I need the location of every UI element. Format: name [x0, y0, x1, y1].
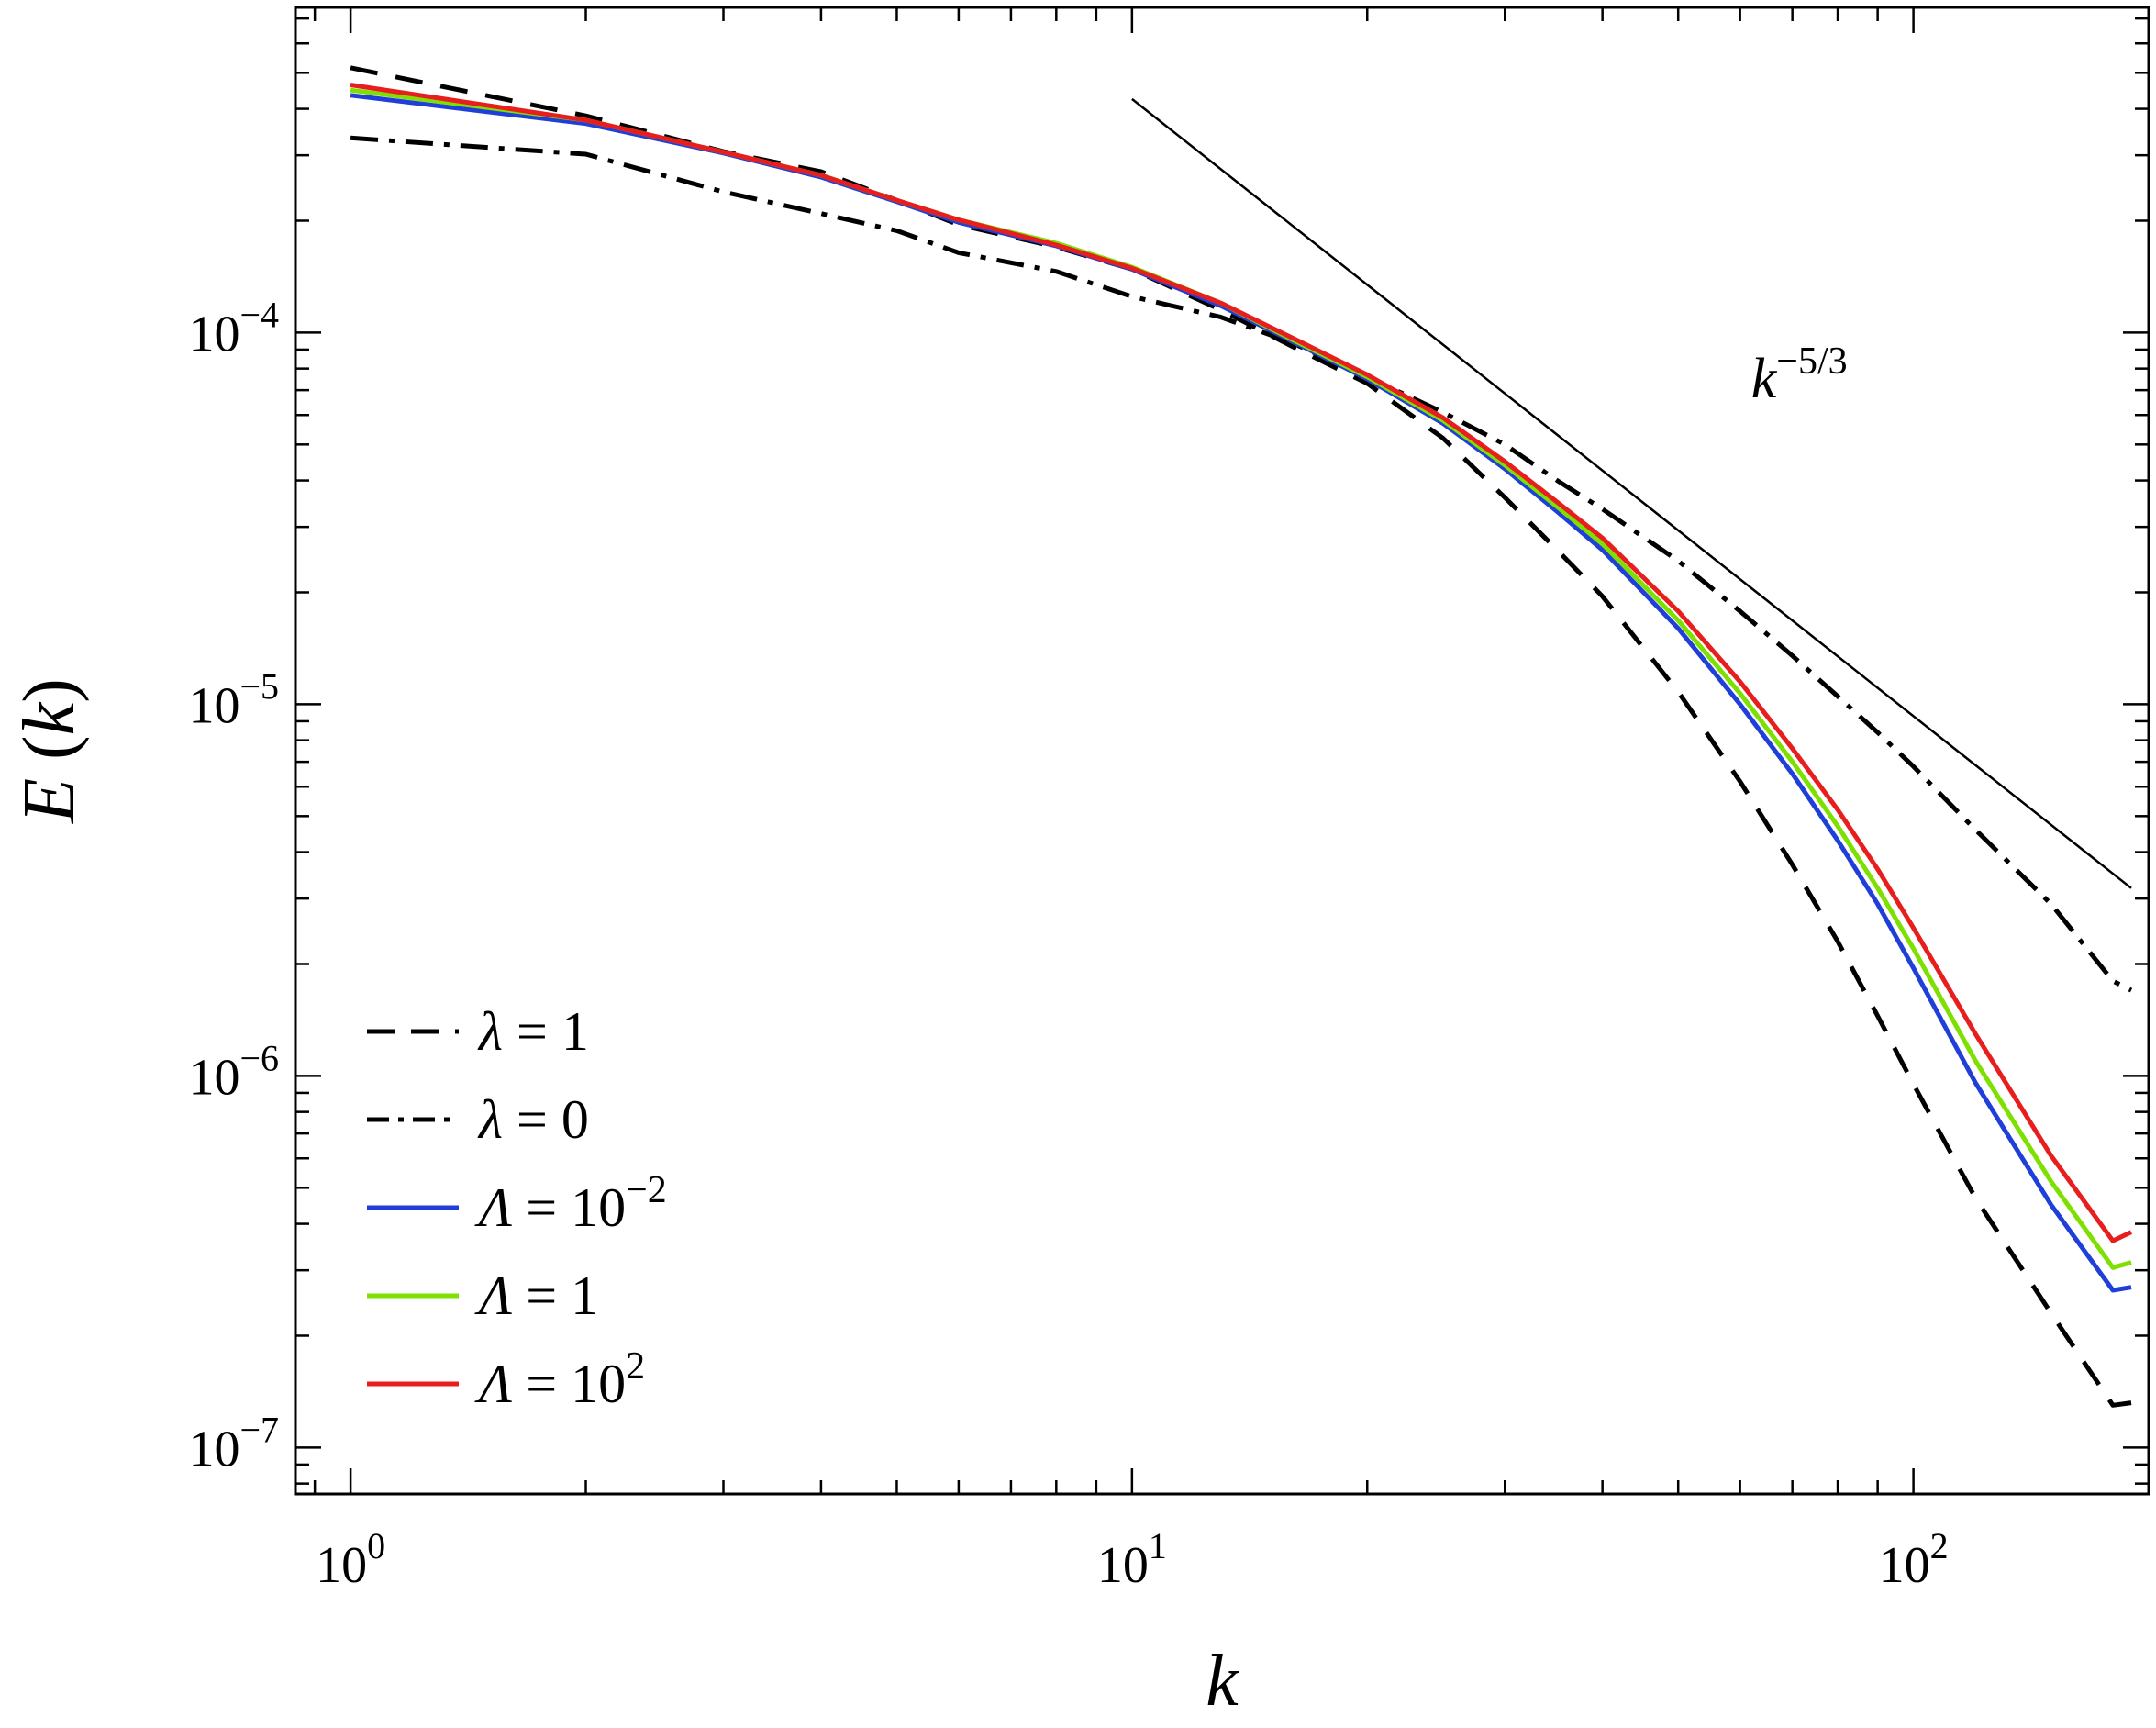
y-tick-label-0: 10−7 [188, 1409, 279, 1477]
x-tick-label-0: 100 [316, 1525, 385, 1594]
slope-annotation: k−5/3 [1751, 340, 1848, 410]
legend: λ = 1 λ = 0 Λ = 10−2 Λ = 1 Λ = 102 [367, 1001, 667, 1414]
legend-label-1: λ = 0 [477, 1089, 589, 1150]
y-axis-label-e: E [9, 778, 90, 824]
x-tick-label-2: 102 [1879, 1525, 1949, 1594]
legend-label-4: Λ = 102 [474, 1345, 645, 1414]
y-axis-label: E (k) [9, 678, 90, 824]
x-axis-label: k [1206, 1641, 1239, 1722]
series-layer [350, 65, 2133, 1408]
reference-slope-line [1131, 97, 2132, 889]
y-tick-label-3: 10−4 [188, 294, 279, 362]
y-tick-label-2: 10−5 [188, 665, 279, 734]
series-line-1 [350, 135, 2133, 993]
legend-label-3: Λ = 1 [474, 1265, 598, 1326]
plot-frame [294, 6, 2150, 1496]
x-tick-label-1: 101 [1097, 1525, 1167, 1594]
legend-label-2: Λ = 10−2 [474, 1169, 667, 1238]
series-line-2 [350, 93, 2132, 1293]
y-tick-label-1: 10−6 [188, 1037, 279, 1106]
slope-annotation-base: k [1751, 348, 1778, 410]
y-axis-label-open: ( [9, 735, 90, 778]
tick-labels-layer: 100 101 102 10−7 10−6 10−5 10−4 [188, 294, 1948, 1594]
series-line-3 [350, 87, 2132, 1270]
y-axis-label-close: ) [9, 678, 90, 703]
legend-label-0: λ = 1 [477, 1001, 589, 1062]
y-axis-label-k: k [9, 701, 90, 735]
series-line-4 [350, 83, 2133, 1243]
ticks-layer [295, 7, 2150, 1494]
slope-annotation-exponent: −5/3 [1776, 340, 1847, 383]
reference-line-layer [1131, 97, 2132, 889]
